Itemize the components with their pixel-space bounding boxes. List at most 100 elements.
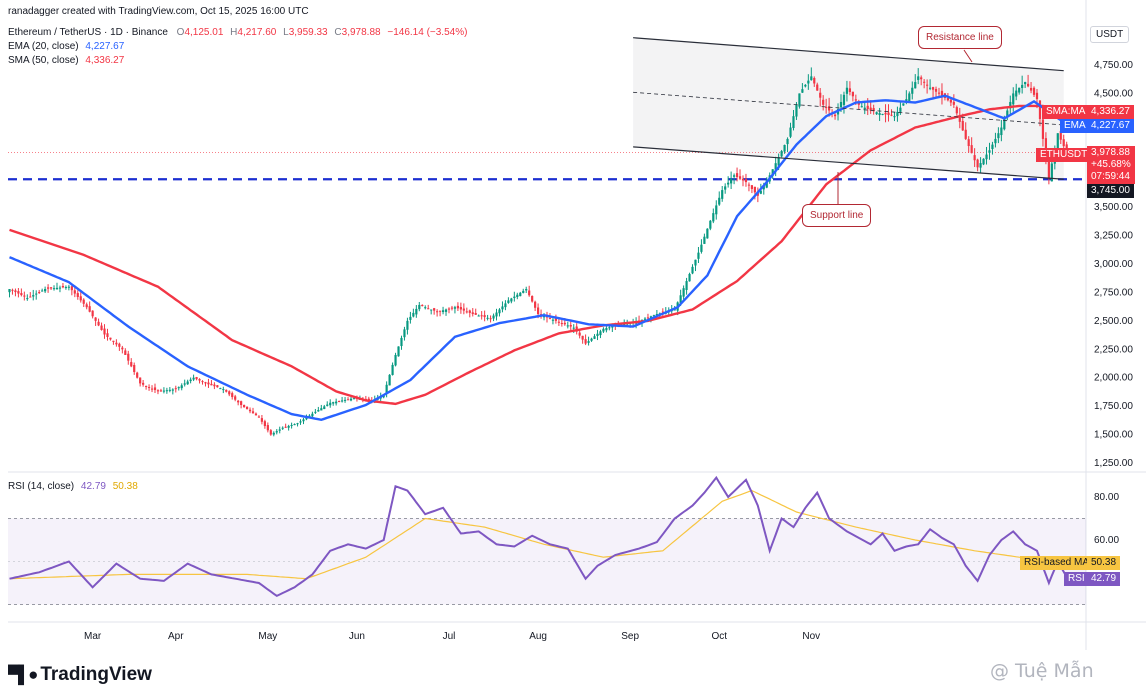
- candle-body: [700, 244, 703, 252]
- created-by: ranadagger created with TradingView.com,…: [8, 6, 309, 17]
- candle-body: [67, 286, 70, 288]
- candle-body: [643, 318, 647, 320]
- candle-body: [875, 112, 878, 115]
- support-callout[interactable]: Support line: [802, 204, 872, 227]
- candle-body: [133, 364, 136, 373]
- candle-body: [388, 374, 391, 386]
- candle-body: [652, 315, 656, 317]
- candle-body: [124, 350, 127, 355]
- rsi-legend[interactable]: RSI (14, close) 42.79 50.38: [8, 480, 138, 493]
- tradingview-logo[interactable]: ▀▌● TradingView: [8, 664, 152, 685]
- candle-body: [872, 108, 875, 112]
- candle-body: [593, 336, 596, 339]
- candle-body: [765, 180, 768, 188]
- candle-body: [456, 305, 460, 309]
- candle-body: [792, 116, 795, 128]
- candle-body: [299, 421, 302, 423]
- candle-body: [721, 190, 724, 199]
- candle-body: [32, 295, 35, 297]
- candle-body: [730, 178, 733, 184]
- candle-body: [516, 294, 519, 298]
- candle-body: [964, 129, 967, 139]
- price-scale-tick: 1,500.00: [1094, 430, 1133, 441]
- currency-button[interactable]: USDT: [1090, 26, 1130, 43]
- candle-body: [424, 307, 427, 309]
- candle-body: [480, 315, 483, 317]
- candle-body: [228, 391, 231, 395]
- tradingview-mark-icon: ▀▌●: [8, 665, 38, 684]
- candle-body: [851, 91, 854, 97]
- candle-body: [920, 77, 923, 80]
- candle-body: [833, 114, 837, 117]
- candle-body: [225, 389, 228, 392]
- candle-body: [222, 389, 225, 391]
- last-price-tag: 3,978.88 +45.68% 07:59:44: [1087, 146, 1135, 184]
- candle-body: [1059, 130, 1062, 140]
- candle-body: [878, 113, 881, 115]
- candle-body: [848, 88, 852, 93]
- candle-body: [1041, 119, 1045, 139]
- price-scale-tick: 4,750.00: [1094, 60, 1133, 71]
- candle-body: [1000, 127, 1003, 136]
- candle-body: [587, 341, 590, 343]
- candle-body: [753, 186, 756, 193]
- candle-body: [427, 308, 430, 310]
- candle-body: [367, 398, 370, 401]
- candle-body: [459, 307, 462, 310]
- month-label-sep: Sep: [621, 631, 639, 642]
- candle-body: [49, 287, 53, 289]
- ema-legend[interactable]: EMA (20, close) 4,227.67: [8, 40, 124, 53]
- candle-body: [522, 290, 525, 293]
- candle-body: [171, 389, 174, 391]
- candle-body: [566, 325, 569, 327]
- candle-body: [269, 430, 272, 435]
- candle-body: [343, 399, 347, 401]
- candle-body: [44, 289, 47, 292]
- candle-body: [219, 388, 222, 390]
- candle-body: [551, 319, 555, 321]
- candle-body: [807, 80, 810, 84]
- last-price-pct: +45.68%: [1091, 159, 1131, 170]
- candle-body: [272, 432, 275, 435]
- channel-midline: [633, 91, 1064, 126]
- candle-body: [430, 309, 433, 311]
- candle-body: [201, 381, 204, 383]
- candle-body: [332, 402, 335, 404]
- candle-body: [896, 111, 899, 117]
- sma-legend-label: SMA (50, close): [8, 55, 79, 66]
- candle-body: [266, 425, 269, 431]
- sma-legend[interactable]: SMA (50, close) 4,336.27: [8, 54, 124, 67]
- sma-tag-label: SMA:MA: [1042, 105, 1090, 119]
- candle-body: [531, 296, 534, 302]
- candle-body: [403, 329, 406, 338]
- high-label: H: [230, 27, 238, 38]
- candle-body: [908, 93, 911, 103]
- candle-body: [352, 398, 356, 400]
- candle-body: [263, 421, 266, 427]
- candle-body: [991, 144, 994, 149]
- candle-body: [697, 252, 700, 259]
- candle-body: [474, 313, 477, 315]
- candle-body: [727, 182, 730, 185]
- candle-body: [1032, 87, 1036, 95]
- candle-body: [275, 431, 278, 433]
- candle-body: [320, 408, 323, 411]
- low-label: L: [283, 27, 289, 38]
- month-label-oct: Oct: [711, 631, 727, 642]
- price-scale-tick: 3,500.00: [1094, 202, 1133, 213]
- channel-fill: [633, 37, 1064, 180]
- candle-body: [35, 293, 38, 295]
- candle-body: [82, 299, 85, 304]
- candle-body: [150, 388, 154, 390]
- candle-body: [153, 387, 157, 391]
- candle-body: [409, 316, 412, 320]
- resistance-callout[interactable]: Resistance line: [918, 26, 1002, 49]
- candle-body: [438, 310, 442, 312]
- candle-body: [679, 295, 682, 303]
- candle-body: [385, 384, 388, 394]
- candle-body: [661, 311, 664, 313]
- candle-body: [195, 377, 198, 380]
- candle-body: [1038, 100, 1042, 120]
- candle-body: [890, 114, 893, 116]
